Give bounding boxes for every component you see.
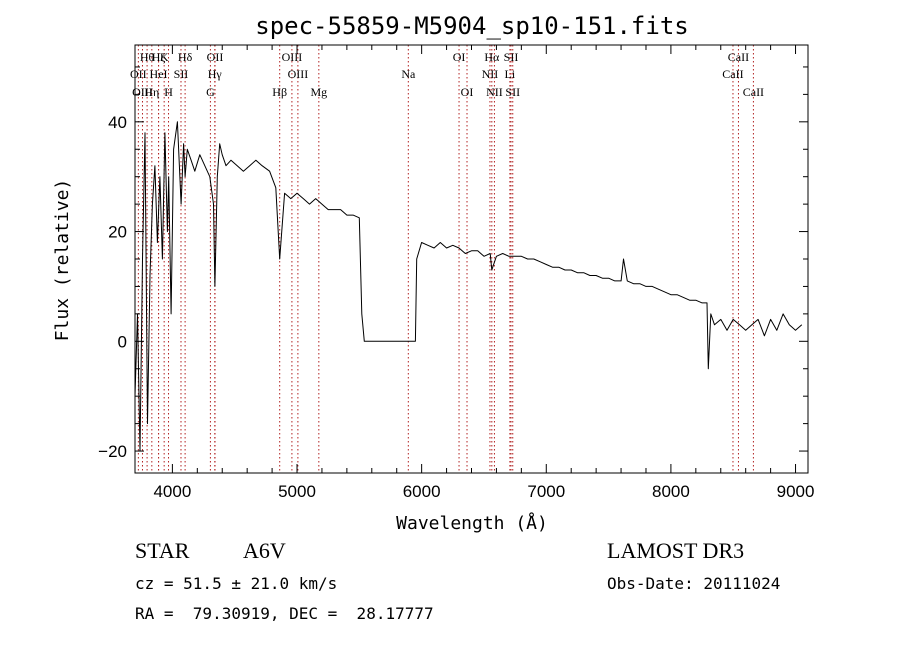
plot-frame [134,44,809,474]
line-label-hζ: Hζ [152,50,166,64]
y-tick-label: −20 [98,442,127,461]
line-label-hγ: Hγ [208,67,223,81]
y-tick-label: 40 [108,113,127,132]
line-label-oiii: OIII [282,50,303,64]
observation-date: Obs-Date: 20111024 [607,574,781,593]
line-label-hδ: Hδ [178,50,193,64]
line-label-oiii: OIII [132,85,153,99]
line-label-hθ: Hθ [140,50,155,64]
object-subclass: A6V [243,538,286,563]
line-label-mg: Mg [310,85,327,99]
line-label-g: G [206,85,215,99]
line-label-nii: NII [486,85,503,99]
line-label-caii: CaII [722,67,743,81]
line-label-sii: SII [174,67,189,81]
y-tick-label: 20 [108,223,127,242]
x-tick-label: 4000 [153,482,191,501]
y-axis-label: Flux (relative) [52,179,73,342]
survey-name: LAMOST DR3 [607,538,745,563]
line-label-hei: HeI [150,67,168,81]
coordinates: RA = 79.30919, DEC = 28.17777 [135,604,434,623]
line-label-h: H [164,85,173,99]
line-label-li: Li [505,67,516,81]
y-axis-ticks: −20 0 20 40 [98,66,808,461]
spectrum-series [134,121,803,452]
line-label-k: K [160,50,169,64]
line-label-nii: NII [482,67,499,81]
chart-title: spec-55859-M5904_sp10-151.fits [255,12,688,40]
line-label-oii: OII [207,50,224,64]
redshift-velocity: cz = 51.5 ± 21.0 km/s [135,574,338,593]
line-label-caii: CaII [728,50,749,64]
line-label-sii: SII [504,50,519,64]
line-label-oiii: OIII [288,67,309,81]
emission-line-markers [137,45,754,473]
line-label-hα: Hα [484,50,500,64]
line-label-hη: Hη [144,85,159,99]
line-label-oi: OI [453,50,466,64]
x-tick-label: 5000 [278,482,316,501]
line-label-sii: SII [505,85,520,99]
line-label-hβ: Hβ [272,85,287,99]
line-label-oii: OII [130,67,147,81]
x-tick-label: 9000 [777,482,815,501]
x-tick-label: 7000 [527,482,565,501]
object-class: STAR [135,538,190,563]
y-tick-label: 0 [118,332,127,351]
x-axis-label: Wavelength (Å) [396,512,548,534]
line-label-na: Na [401,67,416,81]
x-tick-label: 6000 [403,482,441,501]
line-label-oi: OI [461,85,474,99]
x-tick-label: 8000 [652,482,690,501]
spectrum-line [134,121,803,452]
line-label-caii: CaII [743,85,764,99]
x-axis-ticks: 4000 5000 6000 7000 8000 9000 [153,45,814,501]
